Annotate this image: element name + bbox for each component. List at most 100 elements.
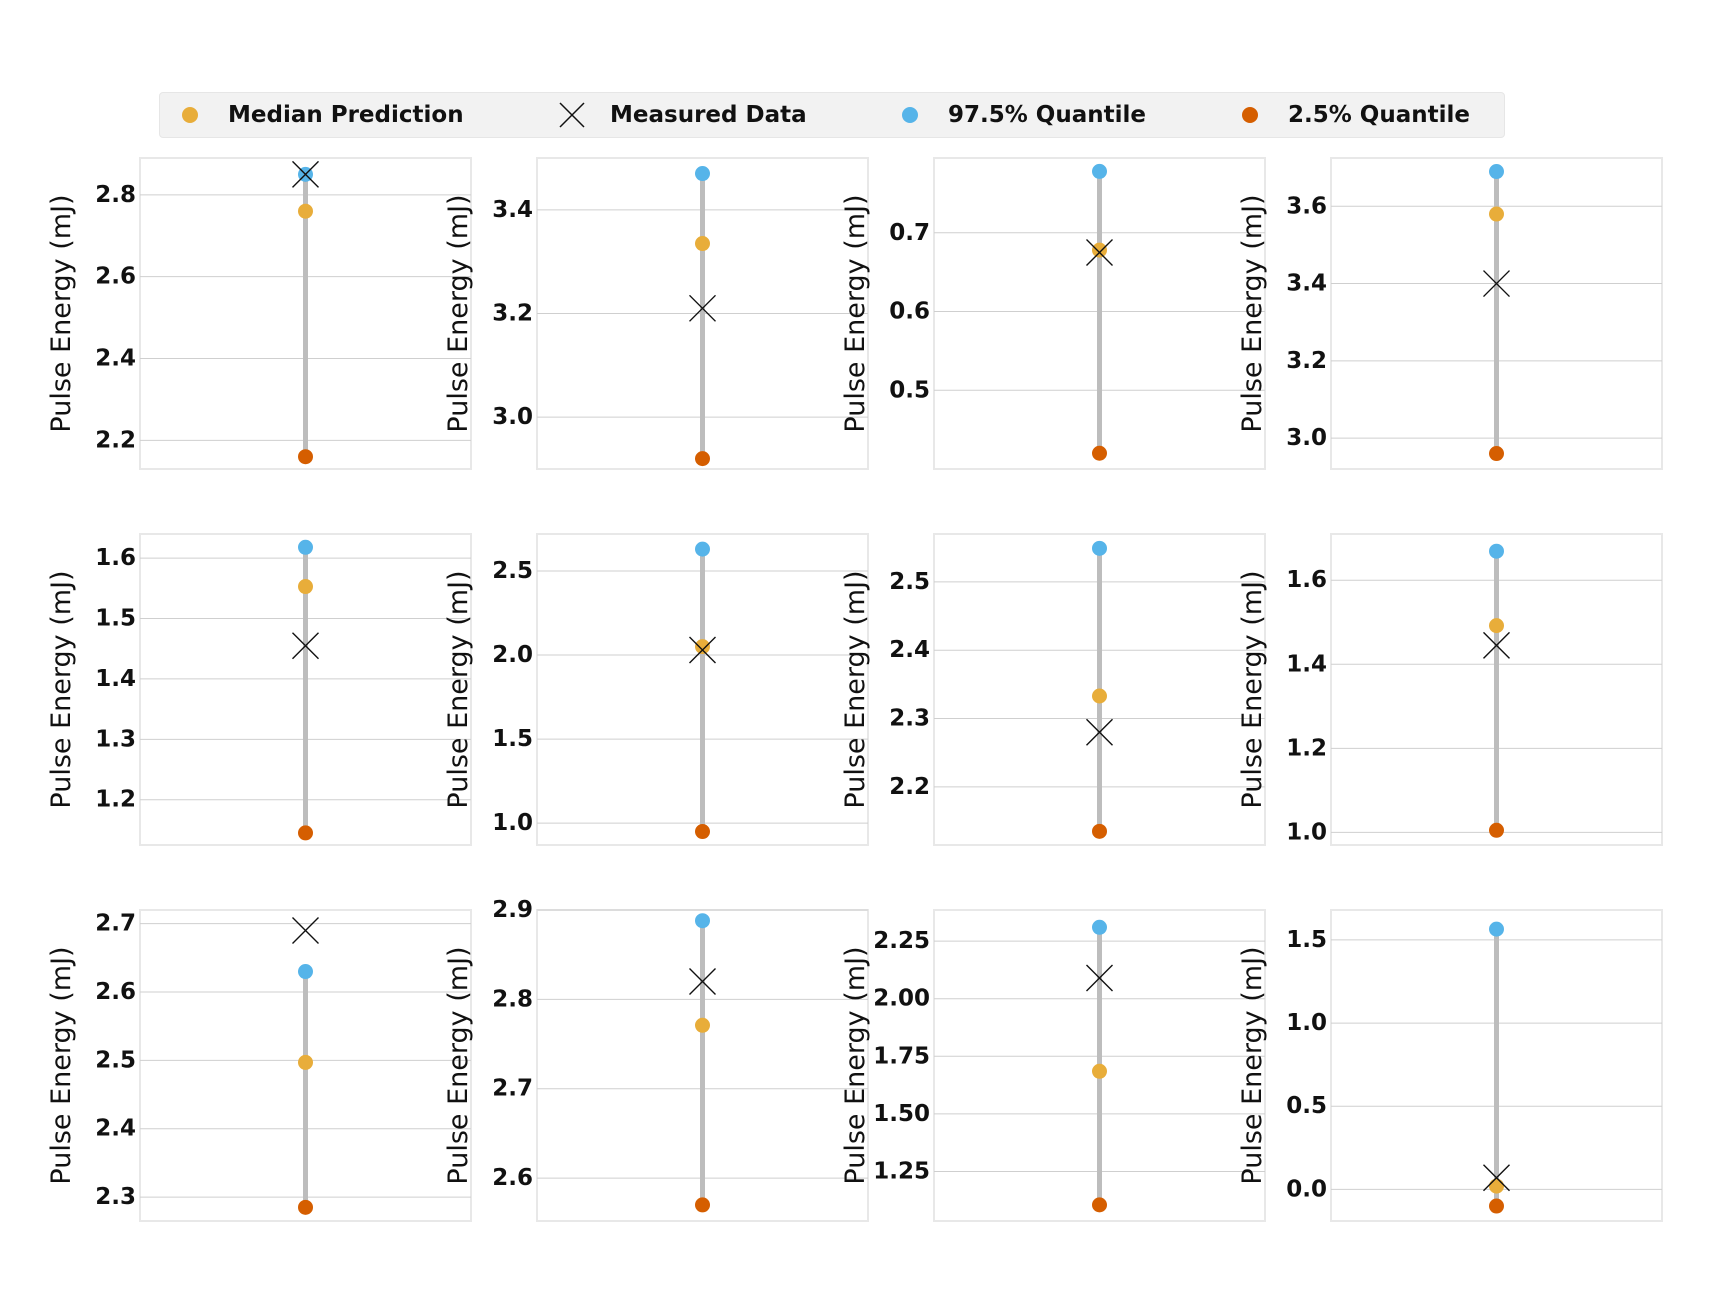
y-tick-label: 2.9 [492,897,533,923]
upper-quantile-marker-icon [890,93,930,137]
lower-quantile-point [695,824,710,840]
y-tick-label: 2.3 [95,1184,136,1210]
y-tick-label: 2.2 [889,774,930,800]
legend-item-lower: 2.5% Quantile [1230,93,1470,137]
y-tick-label: 2.8 [95,182,136,208]
y-tick-label: 0.5 [1286,1093,1327,1119]
y-axis-label: Pulse Energy (mJ) [1237,570,1268,808]
y-tick-label: 2.5 [492,558,533,584]
upper-quantile-point [1489,543,1504,559]
measured-data-point [689,636,716,664]
lower-quantile-point [1092,445,1107,461]
y-tick-label: 1.6 [95,545,136,571]
y-axis-label: Pulse Energy (mJ) [840,570,871,808]
y-tick-label: 2.3 [889,706,930,732]
measured-data-point [292,632,319,660]
panel-frame [139,533,472,846]
y-axis-label: Pulse Energy (mJ) [46,946,77,1184]
lower-quantile-marker-icon [1230,93,1270,137]
panel-3: 0.5 0.6 0.7 Pulse Energy (mJ) [840,157,1266,470]
lower-quantile-point [298,825,313,841]
y-tick-label: 3.0 [492,404,533,430]
panel-frame [1330,533,1663,846]
median-prediction-point [695,236,710,252]
y-tick-label: 2.6 [95,979,136,1005]
y-tick-label: 1.4 [95,666,136,692]
upper-quantile-point [695,541,710,557]
lower-quantile-point [695,451,710,467]
measured-data-point [292,917,319,944]
y-tick-label: 1.0 [1286,1010,1327,1036]
median-prediction-point [1092,242,1107,258]
panel-frame [1330,909,1663,1222]
lower-quantile-point [1092,823,1107,839]
median-prediction-point [298,1054,313,1070]
y-tick-label: 1.5 [1286,927,1327,953]
panel-frame [139,157,472,470]
measured-data-point [1086,718,1113,746]
y-tick-label: 0.5 [889,377,930,403]
panel-7: 2.2 2.3 2.4 2.5 Pulse Energy (mJ) [840,533,1266,846]
legend-item-median: Median Prediction [170,93,464,137]
lower-quantile-point [1489,446,1504,462]
panel-frame [933,157,1266,470]
measured-data-point [1483,631,1510,659]
y-tick-label: 1.6 [1286,567,1327,593]
y-tick-label: 2.25 [873,928,930,954]
x-marker-icon [552,93,592,137]
legend-item-measured: Measured Data [552,93,807,137]
y-tick-label: 1.0 [1286,819,1327,845]
y-tick-label: 1.75 [873,1043,930,1069]
upper-quantile-point [1489,921,1504,937]
y-tick-label: 1.4 [1286,651,1327,677]
y-axis-label: Pulse Energy (mJ) [443,946,474,1184]
y-tick-label: 1.5 [492,726,533,752]
y-tick-label: 2.4 [889,637,930,663]
panel-4: 3.0 3.2 3.4 3.6 Pulse Energy (mJ) [1237,157,1663,470]
y-axis-label: Pulse Energy (mJ) [1237,946,1268,1184]
lower-quantile-point [1489,1198,1504,1214]
y-tick-label: 3.0 [1286,425,1327,451]
y-tick-label: 2.0 [492,642,533,668]
upper-quantile-point [695,166,710,182]
y-tick-label: 1.0 [492,810,533,836]
panel-10: 2.6 2.7 2.8 2.9 Pulse Energy (mJ) [443,897,869,1222]
median-prediction-point [1092,1063,1107,1079]
y-tick-label: 3.6 [1286,193,1327,219]
y-tick-label: 1.25 [873,1158,930,1184]
legend-label-measured: Measured Data [610,102,807,128]
y-axis-label: Pulse Energy (mJ) [443,194,474,432]
upper-quantile-point [298,539,313,555]
upper-quantile-point [1489,164,1504,180]
y-tick-label: 2.5 [95,1047,136,1073]
y-tick-label: 2.7 [95,911,136,937]
y-tick-label: 2.4 [95,346,136,372]
y-axis-label: Pulse Energy (mJ) [46,570,77,808]
lower-quantile-point [1092,1197,1107,1213]
measured-data-point [1086,238,1113,266]
y-axis-label: Pulse Energy (mJ) [46,194,77,432]
y-tick-label: 3.2 [492,301,533,327]
y-tick-label: 1.3 [95,726,136,752]
median-prediction-point [1489,1178,1504,1194]
panel-6: 1.0 1.5 2.0 2.5 Pulse Energy (mJ) [443,533,869,846]
panel-2: 3.0 3.2 3.4 Pulse Energy (mJ) [443,157,869,470]
panel-8: 1.0 1.2 1.4 1.6 Pulse Energy (mJ) [1237,533,1663,846]
lower-quantile-point [298,1199,313,1215]
median-prediction-point [695,1017,710,1033]
y-axis-label: Pulse Energy (mJ) [443,570,474,808]
y-tick-label: 2.00 [873,986,930,1012]
y-tick-label: 3.2 [1286,348,1327,374]
y-tick-label: 1.5 [95,606,136,632]
panel-frame [933,533,1266,846]
panel-9: 2.3 2.4 2.5 2.6 2.7 Pulse Energy (mJ) [46,909,472,1222]
upper-quantile-point [1092,540,1107,556]
y-tick-label: 2.6 [492,1165,533,1191]
panel-5: 1.2 1.3 1.4 1.5 1.6 Pulse Energy (mJ) [46,533,472,846]
y-tick-label: 1.2 [95,787,136,813]
lower-quantile-point [695,1197,710,1213]
legend-label-median: Median Prediction [228,102,464,128]
y-tick-label: 1.50 [873,1101,930,1127]
y-axis-label: Pulse Energy (mJ) [840,946,871,1184]
